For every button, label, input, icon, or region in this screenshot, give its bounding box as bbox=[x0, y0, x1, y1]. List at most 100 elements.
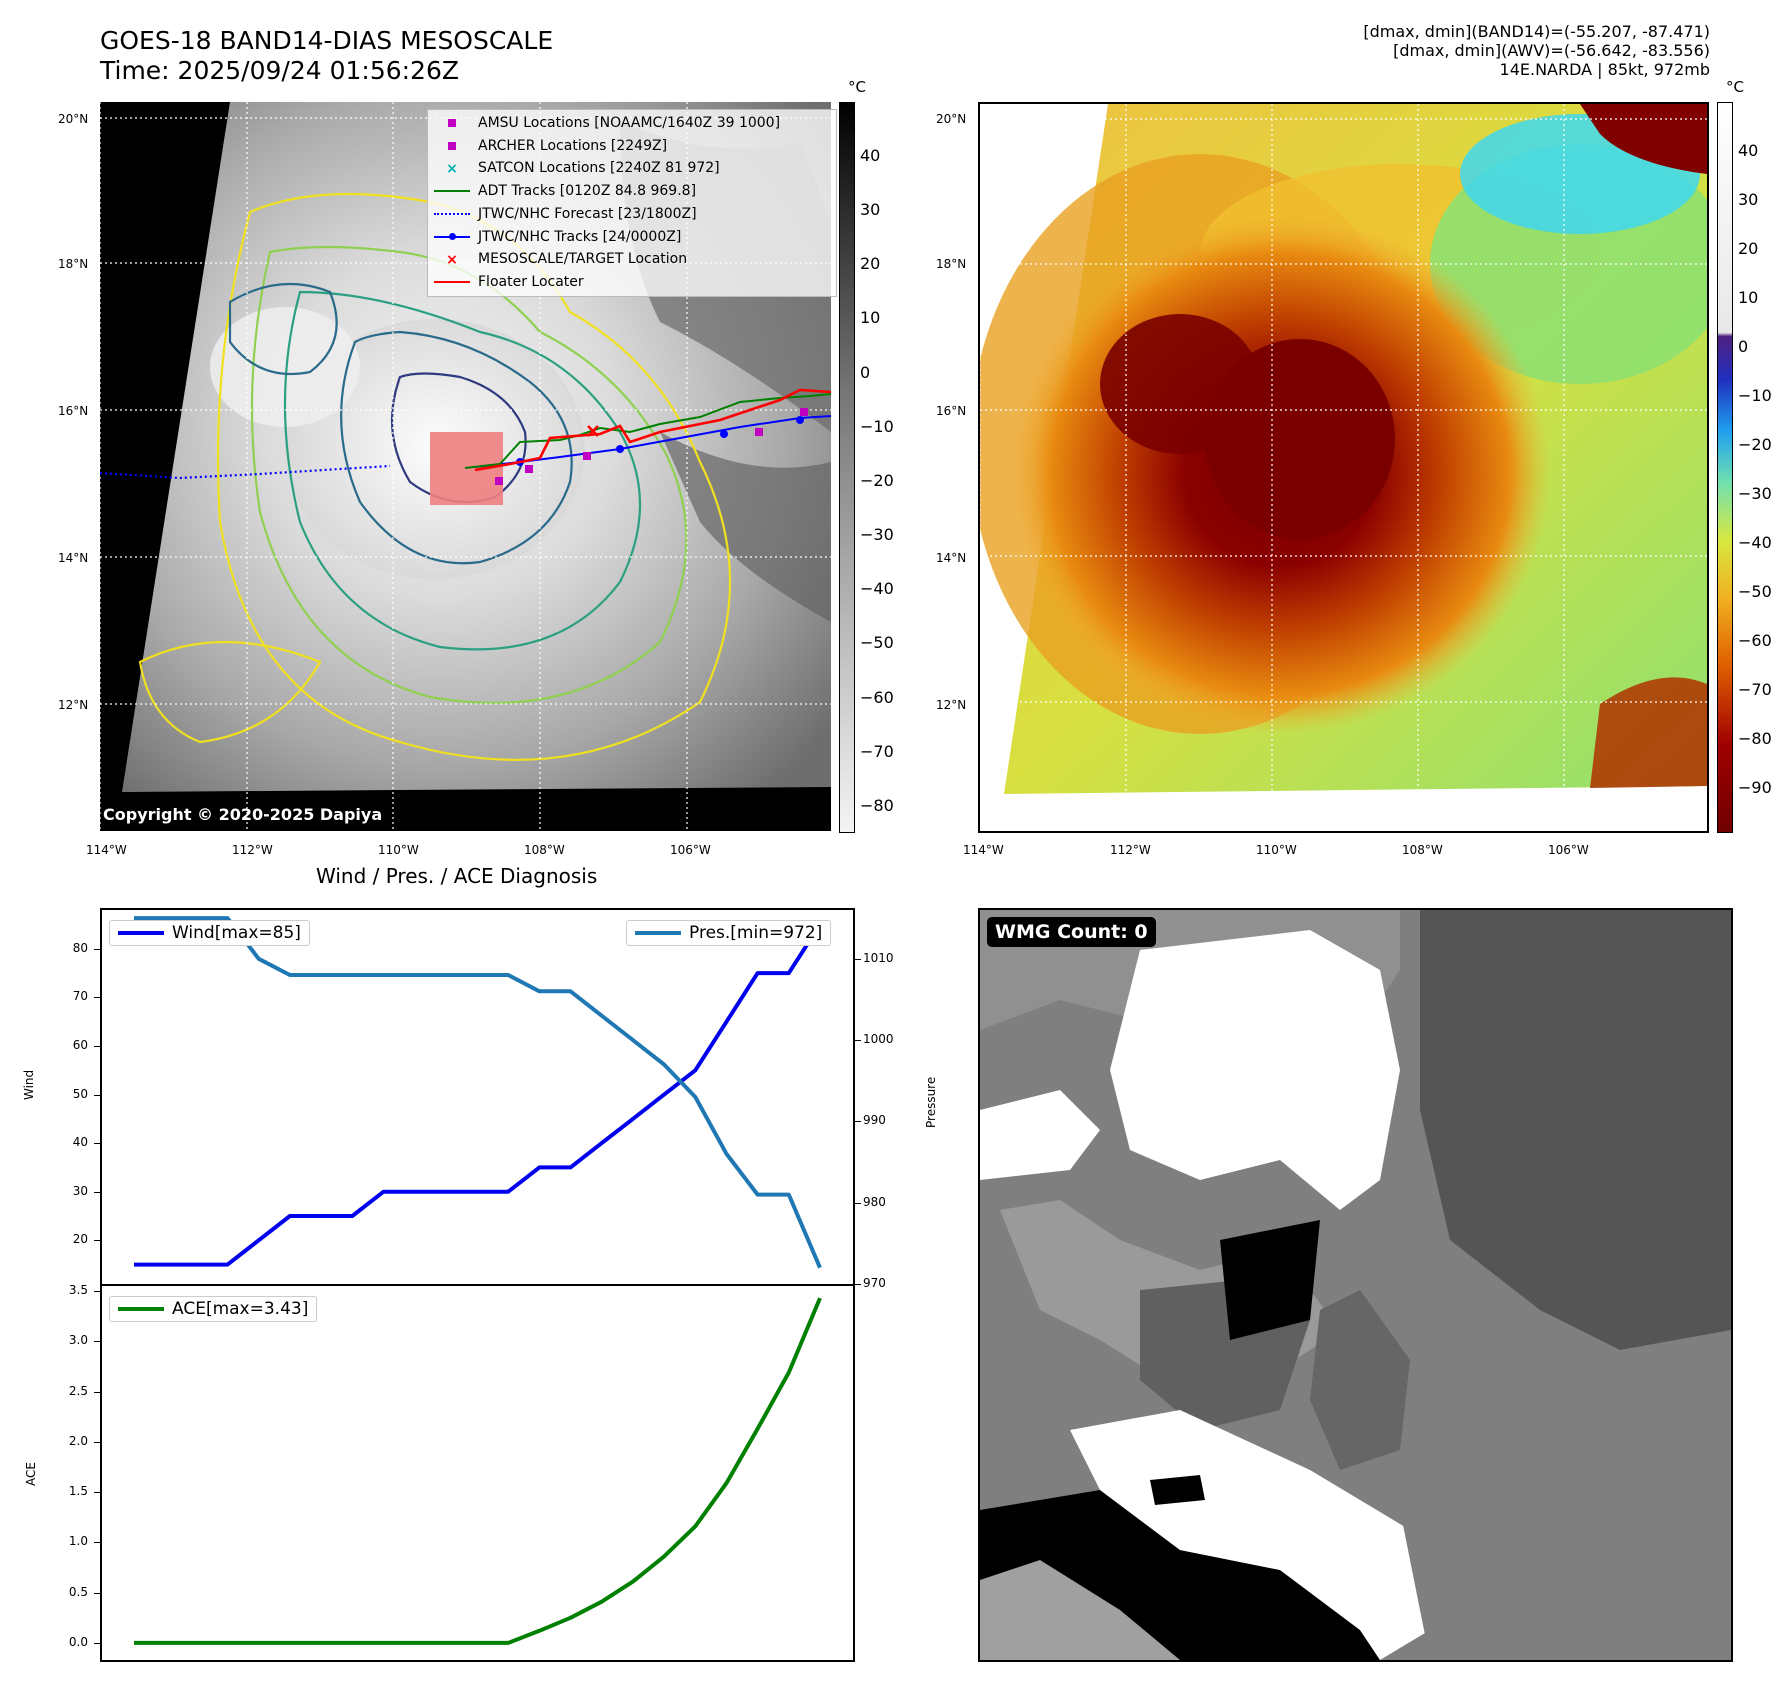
colorbar-tick: −60 bbox=[860, 688, 894, 707]
wind-axis-label: Wind bbox=[22, 1069, 36, 1100]
pressure-legend-line bbox=[635, 931, 681, 935]
lon-tick: 112°W bbox=[1110, 843, 1151, 857]
pressure-legend-label: Pres.[min=972] bbox=[689, 923, 823, 943]
axis-tick-label: 990 bbox=[863, 1113, 886, 1128]
colorbar-tick: −20 bbox=[860, 471, 894, 490]
colorbar-tick: −50 bbox=[1738, 582, 1772, 601]
colorbar-tick: −70 bbox=[860, 742, 894, 761]
axis-tick-label: 30 bbox=[72, 1183, 88, 1198]
lon-tick: 114°W bbox=[86, 843, 127, 857]
axis-tick-mark bbox=[94, 1341, 100, 1343]
wmg-count-badge: WMG Count: 0 bbox=[987, 917, 1156, 947]
lat-tick: 12°N bbox=[58, 698, 89, 712]
awv-map-image bbox=[980, 104, 1707, 831]
axis-tick-label: 0.5 bbox=[68, 1584, 88, 1599]
lat-tick: 18°N bbox=[58, 257, 89, 271]
colorbar-tick: 20 bbox=[860, 254, 881, 273]
axis-tick-label: 70 bbox=[72, 989, 88, 1004]
right-colorbar bbox=[1717, 102, 1733, 833]
axis-tick-mark bbox=[94, 1046, 100, 1047]
wind-legend: Wind[max=85] bbox=[109, 920, 310, 946]
axis-tick-mark bbox=[94, 1240, 100, 1242]
pressure-legend: Pres.[min=972] bbox=[626, 920, 832, 946]
lat-tick: 16°N bbox=[936, 404, 967, 418]
lon-tick: 106°W bbox=[670, 843, 711, 857]
colorbar-tick: −60 bbox=[1738, 631, 1772, 650]
axis-tick-mark bbox=[94, 1592, 100, 1594]
lon-tick: 110°W bbox=[1256, 843, 1297, 857]
pressure-axis-label: Pressure bbox=[924, 1076, 938, 1128]
lat-tick: 12°N bbox=[936, 698, 967, 712]
colorbar-tick: 20 bbox=[1738, 239, 1759, 258]
lon-tick: 110°W bbox=[378, 843, 419, 857]
title-line1: GOES-18 BAND14-DIAS MESOSCALE bbox=[100, 26, 554, 55]
colorbar-tick: 10 bbox=[860, 308, 881, 327]
diagnosis-title: Wind / Pres. / ACE Diagnosis bbox=[316, 864, 598, 888]
axis-tick-label: 1000 bbox=[863, 1032, 894, 1047]
axis-tick-mark bbox=[94, 948, 100, 950]
axis-tick-mark bbox=[855, 1202, 861, 1204]
copyright-text: Copyright © 2020-2025 Dapiya bbox=[103, 805, 383, 824]
colorbar-tick: 40 bbox=[860, 146, 881, 165]
legend-item-satcon: × SATCON Locations [2240Z 81 972] bbox=[434, 157, 830, 180]
axis-tick-mark bbox=[94, 1291, 100, 1293]
axis-tick-mark bbox=[94, 1094, 100, 1096]
axis-tick-label: 2.5 bbox=[68, 1383, 88, 1398]
wmg-image bbox=[980, 910, 1731, 1660]
lat-tick: 18°N bbox=[936, 257, 967, 271]
axis-tick-mark bbox=[94, 1391, 100, 1393]
title-line2: Time: 2025/09/24 01:56:26Z bbox=[100, 56, 459, 85]
info-line3: 14E.NARDA | 85kt, 972mb bbox=[1499, 60, 1710, 79]
x-marker-icon: × bbox=[446, 251, 458, 268]
awv-map-panel bbox=[978, 102, 1709, 833]
info-line1: [dmax, dmin](BAND14)=(-55.207, -87.471) bbox=[1363, 22, 1710, 41]
colorbar-tick: −80 bbox=[860, 796, 894, 815]
colorbar-tick: −70 bbox=[1738, 680, 1772, 699]
wind-legend-label: Wind[max=85] bbox=[172, 923, 301, 943]
ace-legend-label: ACE[max=3.43] bbox=[172, 1299, 309, 1319]
colorbar-tick: 30 bbox=[1738, 190, 1759, 209]
legend-item-archer: ARCHER Locations [2249Z] bbox=[434, 135, 830, 158]
colorbar-tick: −30 bbox=[1738, 484, 1772, 503]
axis-tick-label: 2.0 bbox=[68, 1433, 88, 1448]
axis-tick-label: 1.5 bbox=[68, 1484, 88, 1499]
axis-tick-label: 1010 bbox=[863, 950, 894, 965]
lon-tick: 108°W bbox=[524, 843, 565, 857]
figure-title: GOES-18 BAND14-DIAS MESOSCALE Time: 2025/… bbox=[100, 26, 553, 86]
info-line2: [dmax, dmin](AWV)=(-56.642, -83.556) bbox=[1393, 41, 1710, 60]
right-colorbar-unit: °C bbox=[1726, 78, 1744, 96]
colorbar-tick: −40 bbox=[1738, 533, 1772, 552]
line-marker-icon bbox=[434, 184, 470, 198]
wind-pressure-plot bbox=[134, 916, 822, 1269]
colorbar-tick: −80 bbox=[1738, 729, 1772, 748]
colorbar-tick: −10 bbox=[1738, 386, 1772, 405]
x-marker-icon: × bbox=[446, 160, 458, 177]
ace-legend-line bbox=[118, 1307, 164, 1311]
lon-tick: 114°W bbox=[963, 843, 1004, 857]
colorbar-tick: −30 bbox=[860, 525, 894, 544]
lat-tick: 14°N bbox=[58, 551, 89, 565]
lon-tick: 112°W bbox=[232, 843, 273, 857]
square-marker-icon bbox=[434, 116, 470, 130]
colorbar-tick: −10 bbox=[860, 417, 894, 436]
axis-tick-mark bbox=[855, 1284, 861, 1285]
wind-legend-line bbox=[118, 931, 164, 935]
legend-item-mesoscale: × MESOSCALE/TARGET Location bbox=[434, 248, 830, 271]
axis-tick-label: 60 bbox=[72, 1038, 88, 1052]
colorbar-tick: 30 bbox=[860, 200, 881, 219]
axis-tick-mark bbox=[94, 1441, 100, 1443]
axis-tick-mark bbox=[94, 997, 100, 999]
axis-tick-mark bbox=[94, 1642, 100, 1644]
colorbar-tick: −50 bbox=[860, 633, 894, 652]
colorbar-tick: 10 bbox=[1738, 288, 1759, 307]
lat-tick: 14°N bbox=[936, 551, 967, 565]
wmg-panel bbox=[978, 908, 1733, 1662]
ace-chart bbox=[100, 1284, 855, 1662]
axis-tick-mark bbox=[94, 1542, 100, 1544]
axis-tick-label: 50 bbox=[72, 1086, 88, 1101]
legend-item-adt: ADT Tracks [0120Z 84.8 969.8] bbox=[434, 180, 830, 203]
legend-item-forecast: JTWC/NHC Forecast [23/1800Z] bbox=[434, 203, 830, 226]
colorbar-tick: 0 bbox=[1738, 337, 1749, 356]
colorbar-tick: −90 bbox=[1738, 778, 1772, 797]
axis-tick-label: 970 bbox=[863, 1276, 886, 1290]
